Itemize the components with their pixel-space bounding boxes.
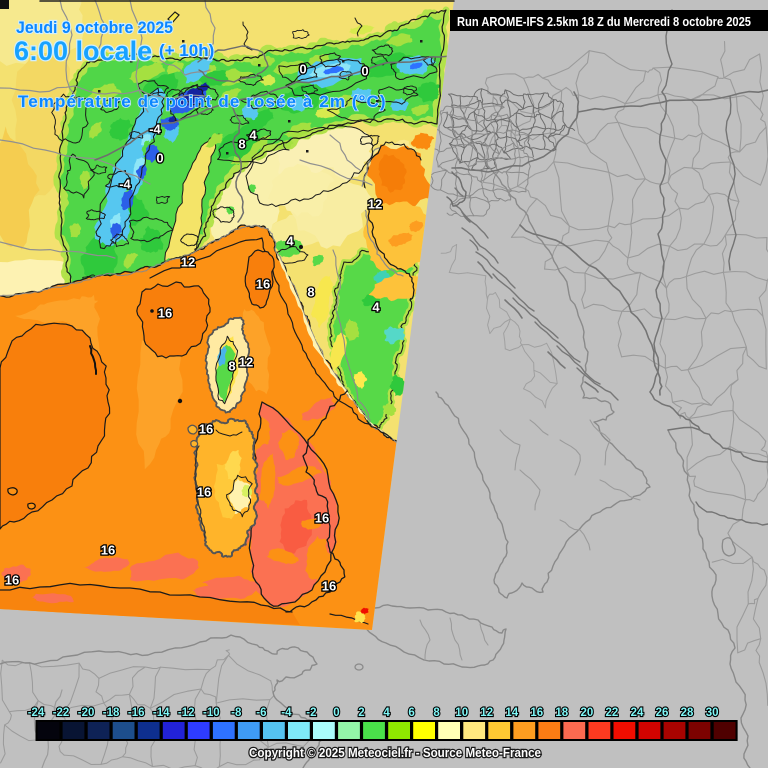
svg-text:Température de point de rosée: Température de point de rosée à 2m (°C) <box>18 92 387 111</box>
svg-text:10: 10 <box>455 707 468 719</box>
svg-text:16: 16 <box>5 573 19 588</box>
svg-text:-4: -4 <box>149 122 161 137</box>
svg-text:0: 0 <box>299 62 306 77</box>
svg-text:6:00 locale: 6:00 locale <box>14 36 152 66</box>
svg-text:-4: -4 <box>119 177 131 192</box>
svg-text:2: 2 <box>358 707 364 719</box>
svg-text:12: 12 <box>181 255 195 270</box>
svg-text:20: 20 <box>581 707 594 719</box>
svg-text:14: 14 <box>505 707 518 719</box>
svg-text:22: 22 <box>606 707 619 719</box>
svg-text:-22: -22 <box>53 707 70 719</box>
svg-text:-24: -24 <box>28 707 45 719</box>
svg-text:28: 28 <box>681 707 694 719</box>
svg-text:16: 16 <box>199 422 213 437</box>
svg-text:4: 4 <box>286 234 294 249</box>
svg-text:0: 0 <box>333 707 339 719</box>
svg-text:0: 0 <box>156 151 163 166</box>
svg-text:16: 16 <box>197 485 211 500</box>
svg-text:12: 12 <box>368 197 382 212</box>
svg-text:-16: -16 <box>128 707 145 719</box>
svg-text:16: 16 <box>315 511 329 526</box>
svg-text:16: 16 <box>256 277 270 292</box>
svg-text:8: 8 <box>433 707 440 719</box>
svg-text:4: 4 <box>249 128 257 143</box>
svg-text:8: 8 <box>228 359 235 374</box>
svg-text:-4: -4 <box>281 707 292 719</box>
svg-text:12: 12 <box>239 355 253 370</box>
svg-text:18: 18 <box>555 707 568 719</box>
svg-text:0: 0 <box>361 64 368 79</box>
svg-text:4: 4 <box>372 300 380 315</box>
svg-text:-2: -2 <box>306 707 316 719</box>
svg-text:16: 16 <box>322 579 336 594</box>
svg-text:Jeudi 9 octobre 2025: Jeudi 9 octobre 2025 <box>16 18 173 37</box>
svg-text:26: 26 <box>656 707 669 719</box>
svg-text:Run AROME-IFS 2.5km 18 Z du Me: Run AROME-IFS 2.5km 18 Z du Mercredi 8 o… <box>457 15 751 29</box>
svg-text:30: 30 <box>706 707 719 719</box>
svg-text:(+ 10h): (+ 10h) <box>159 41 214 60</box>
svg-text:6: 6 <box>408 707 414 719</box>
svg-text:16: 16 <box>530 707 543 719</box>
svg-text:Copyright © 2025 Meteociel.fr: Copyright © 2025 Meteociel.fr - Source M… <box>249 746 541 760</box>
svg-text:-18: -18 <box>103 707 120 719</box>
svg-text:-8: -8 <box>231 707 242 719</box>
svg-text:-6: -6 <box>256 707 266 719</box>
svg-text:8: 8 <box>238 137 245 152</box>
svg-text:16: 16 <box>101 543 115 558</box>
svg-text:-20: -20 <box>78 707 95 719</box>
svg-text:16: 16 <box>158 306 172 321</box>
svg-text:-10: -10 <box>203 707 220 719</box>
svg-text:-14: -14 <box>153 707 170 719</box>
svg-text:4: 4 <box>383 707 390 719</box>
svg-text:24: 24 <box>631 707 644 719</box>
svg-text:12: 12 <box>480 707 493 719</box>
svg-text:-12: -12 <box>178 707 195 719</box>
svg-text:8: 8 <box>307 285 314 300</box>
